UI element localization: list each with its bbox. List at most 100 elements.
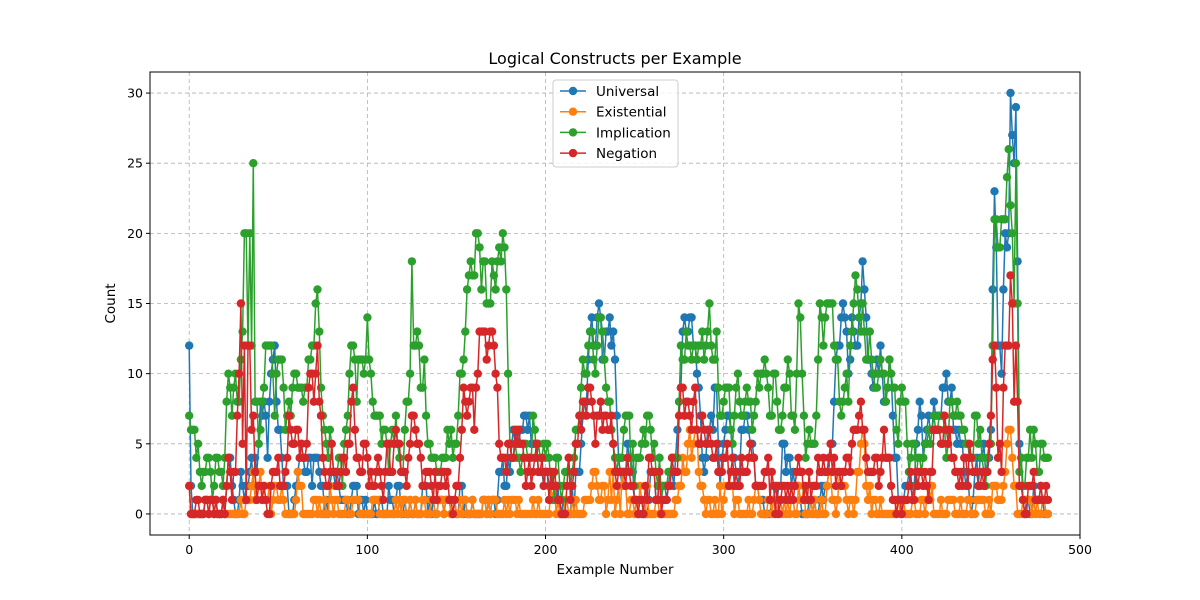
data-point [876,495,885,505]
data-point [956,495,965,505]
data-point [516,467,525,477]
data-point [277,355,286,364]
data-point [441,481,450,491]
data-point [455,453,465,462]
data-point [730,411,739,420]
data-point [673,425,682,434]
data-point [1002,173,1012,182]
y-tick-label: 20 [127,226,143,241]
data-point [591,467,600,477]
data-point [452,439,461,448]
data-point [468,495,477,505]
data-point [441,453,450,462]
y-tick-label: 0 [135,506,143,521]
data-point [361,439,370,448]
data-point [395,453,404,462]
data-point [986,411,996,420]
data-point [876,355,885,364]
data-point [669,509,678,519]
data-point [797,467,807,477]
data-point [430,467,440,477]
data-point [767,411,776,420]
data-point [687,453,696,462]
data-point [352,481,361,491]
data-point [944,439,953,448]
data-point [867,355,876,364]
data-point [949,495,958,505]
data-point [404,453,413,462]
data-point [534,495,543,505]
data-point [897,383,906,392]
data-point [409,411,418,420]
data-point [491,495,500,505]
data-point [703,327,712,336]
data-point [879,369,889,378]
data-point [854,411,864,420]
data-point [283,453,292,462]
data-point [1029,425,1038,434]
data-point [860,425,869,434]
data-point [259,481,269,491]
data-point [988,285,997,294]
data-point [876,341,885,350]
data-point [502,481,511,491]
data-point [655,453,664,462]
data-point [983,467,992,477]
data-point [1027,481,1037,491]
data-point [582,369,591,378]
data-point [247,425,256,434]
data-point [842,369,851,378]
data-point [307,481,317,491]
data-point [259,383,269,392]
data-point [461,327,470,336]
data-point [498,229,507,238]
data-point [673,495,682,505]
data-point [185,341,194,350]
data-point [694,467,703,477]
data-point [886,481,896,491]
x-tick-label: 0 [185,542,193,557]
data-point [837,481,846,491]
data-point [881,397,890,406]
data-point [801,453,810,462]
data-point [680,355,689,364]
data-point [890,383,899,392]
data-point [986,509,996,519]
data-point [477,285,486,294]
data-point [457,425,466,434]
data-point [254,439,263,448]
data-point [612,481,621,491]
data-point [965,439,974,448]
data-point [625,467,634,477]
data-point [544,453,554,462]
data-point [901,397,910,406]
data-point [674,397,684,406]
data-point [366,509,376,519]
data-point [915,397,924,406]
data-point [821,313,830,322]
data-point [291,369,301,378]
data-point [705,299,714,308]
data-point [584,341,593,350]
data-point [856,397,866,406]
data-point [560,509,570,519]
data-point [724,383,734,392]
data-point [589,355,598,364]
data-point [218,495,228,505]
data-point [357,467,367,477]
data-point [450,495,459,505]
data-point [601,383,611,392]
data-point [1038,439,1047,448]
data-point [411,425,420,434]
x-tick-label: 100 [355,542,379,557]
data-point [737,453,746,462]
data-point [692,355,702,364]
data-point [952,397,962,406]
data-point [502,285,511,294]
data-point [211,495,221,505]
data-point [924,495,933,505]
data-point [341,467,351,477]
data-point [418,383,427,392]
data-point [760,355,769,364]
data-point [666,481,675,491]
